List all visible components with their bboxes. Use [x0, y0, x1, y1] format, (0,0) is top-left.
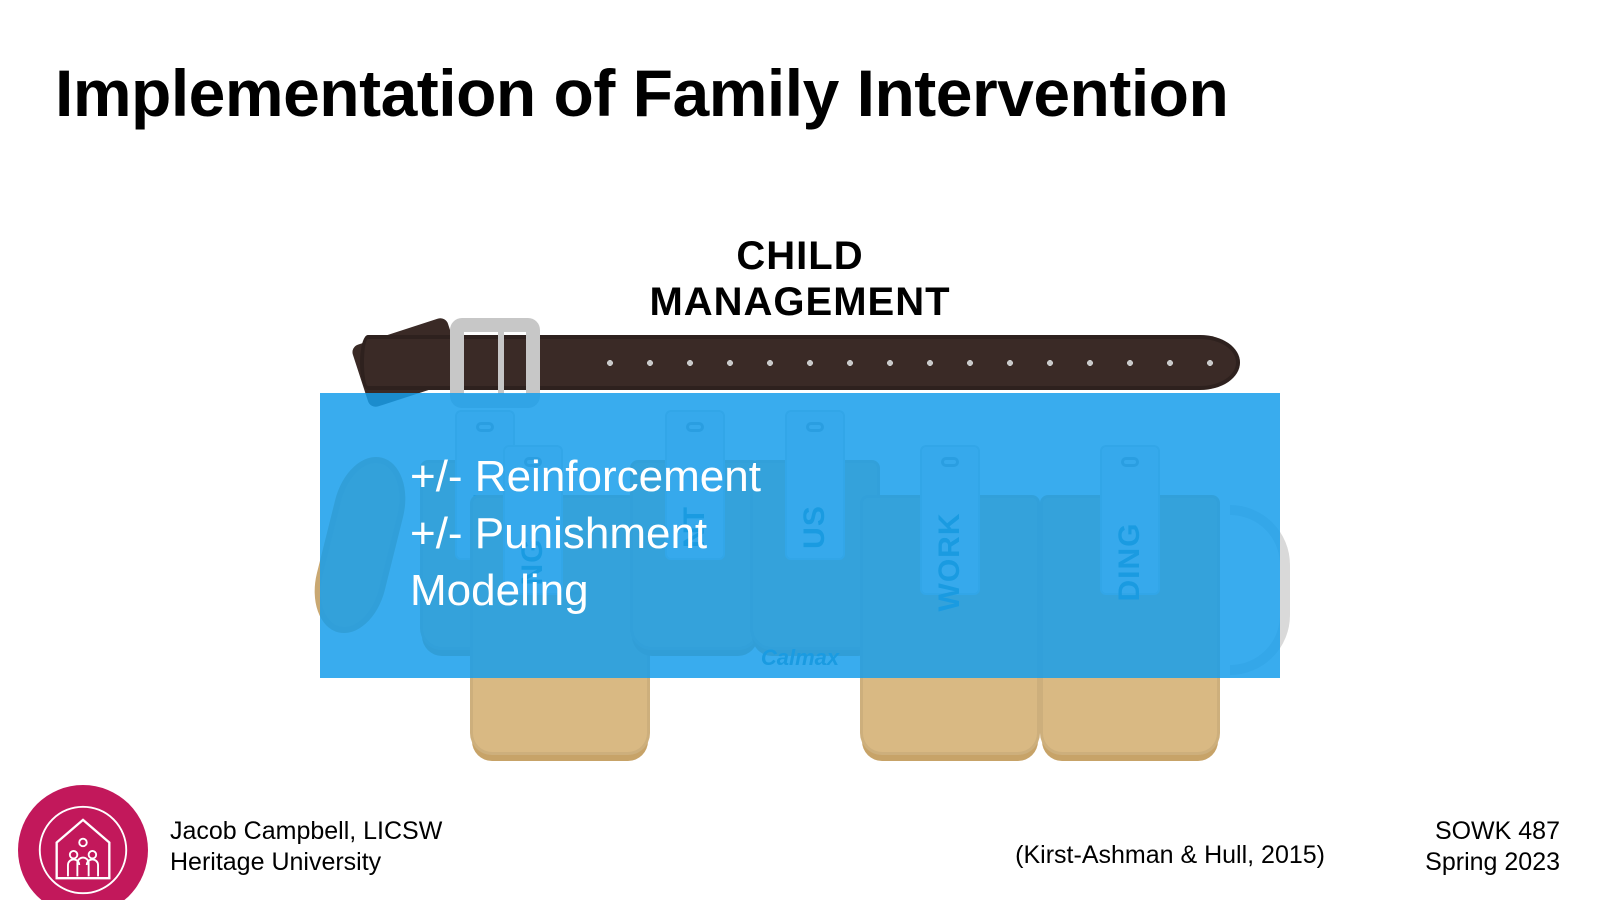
slide-footer: Jacob Campbell, LICSW Heritage Universit… [0, 790, 1600, 900]
section-heading-line2: MANAGEMENT [649, 280, 950, 324]
callout-line: +/- Reinforcement [410, 448, 1190, 505]
callout-box: +/- Reinforcement +/- Punishment Modelin… [320, 393, 1280, 678]
callout-line: Modeling [410, 562, 1190, 619]
citation: (Kirst-Ashman & Hull, 2015) [1015, 841, 1325, 870]
section-heading-line1: CHILD [736, 234, 863, 278]
slide: Implementation of Family Intervention CH… [0, 0, 1600, 900]
course-code: SOWK 487 [1435, 817, 1560, 845]
course-info: SOWK 487 Spring 2023 [1425, 816, 1560, 879]
presenter-block: Jacob Campbell, LICSW Heritage Universit… [170, 816, 442, 879]
presenter-org: Heritage University [170, 848, 381, 876]
org-logo-icon [18, 785, 148, 900]
presenter-name: Jacob Campbell, LICSW [170, 817, 442, 845]
course-term: Spring 2023 [1425, 848, 1560, 876]
callout-line: +/- Punishment [410, 505, 1190, 562]
section-heading: CHILD MANAGEMENT [0, 233, 1600, 325]
slide-title: Implementation of Family Intervention [55, 55, 1228, 131]
